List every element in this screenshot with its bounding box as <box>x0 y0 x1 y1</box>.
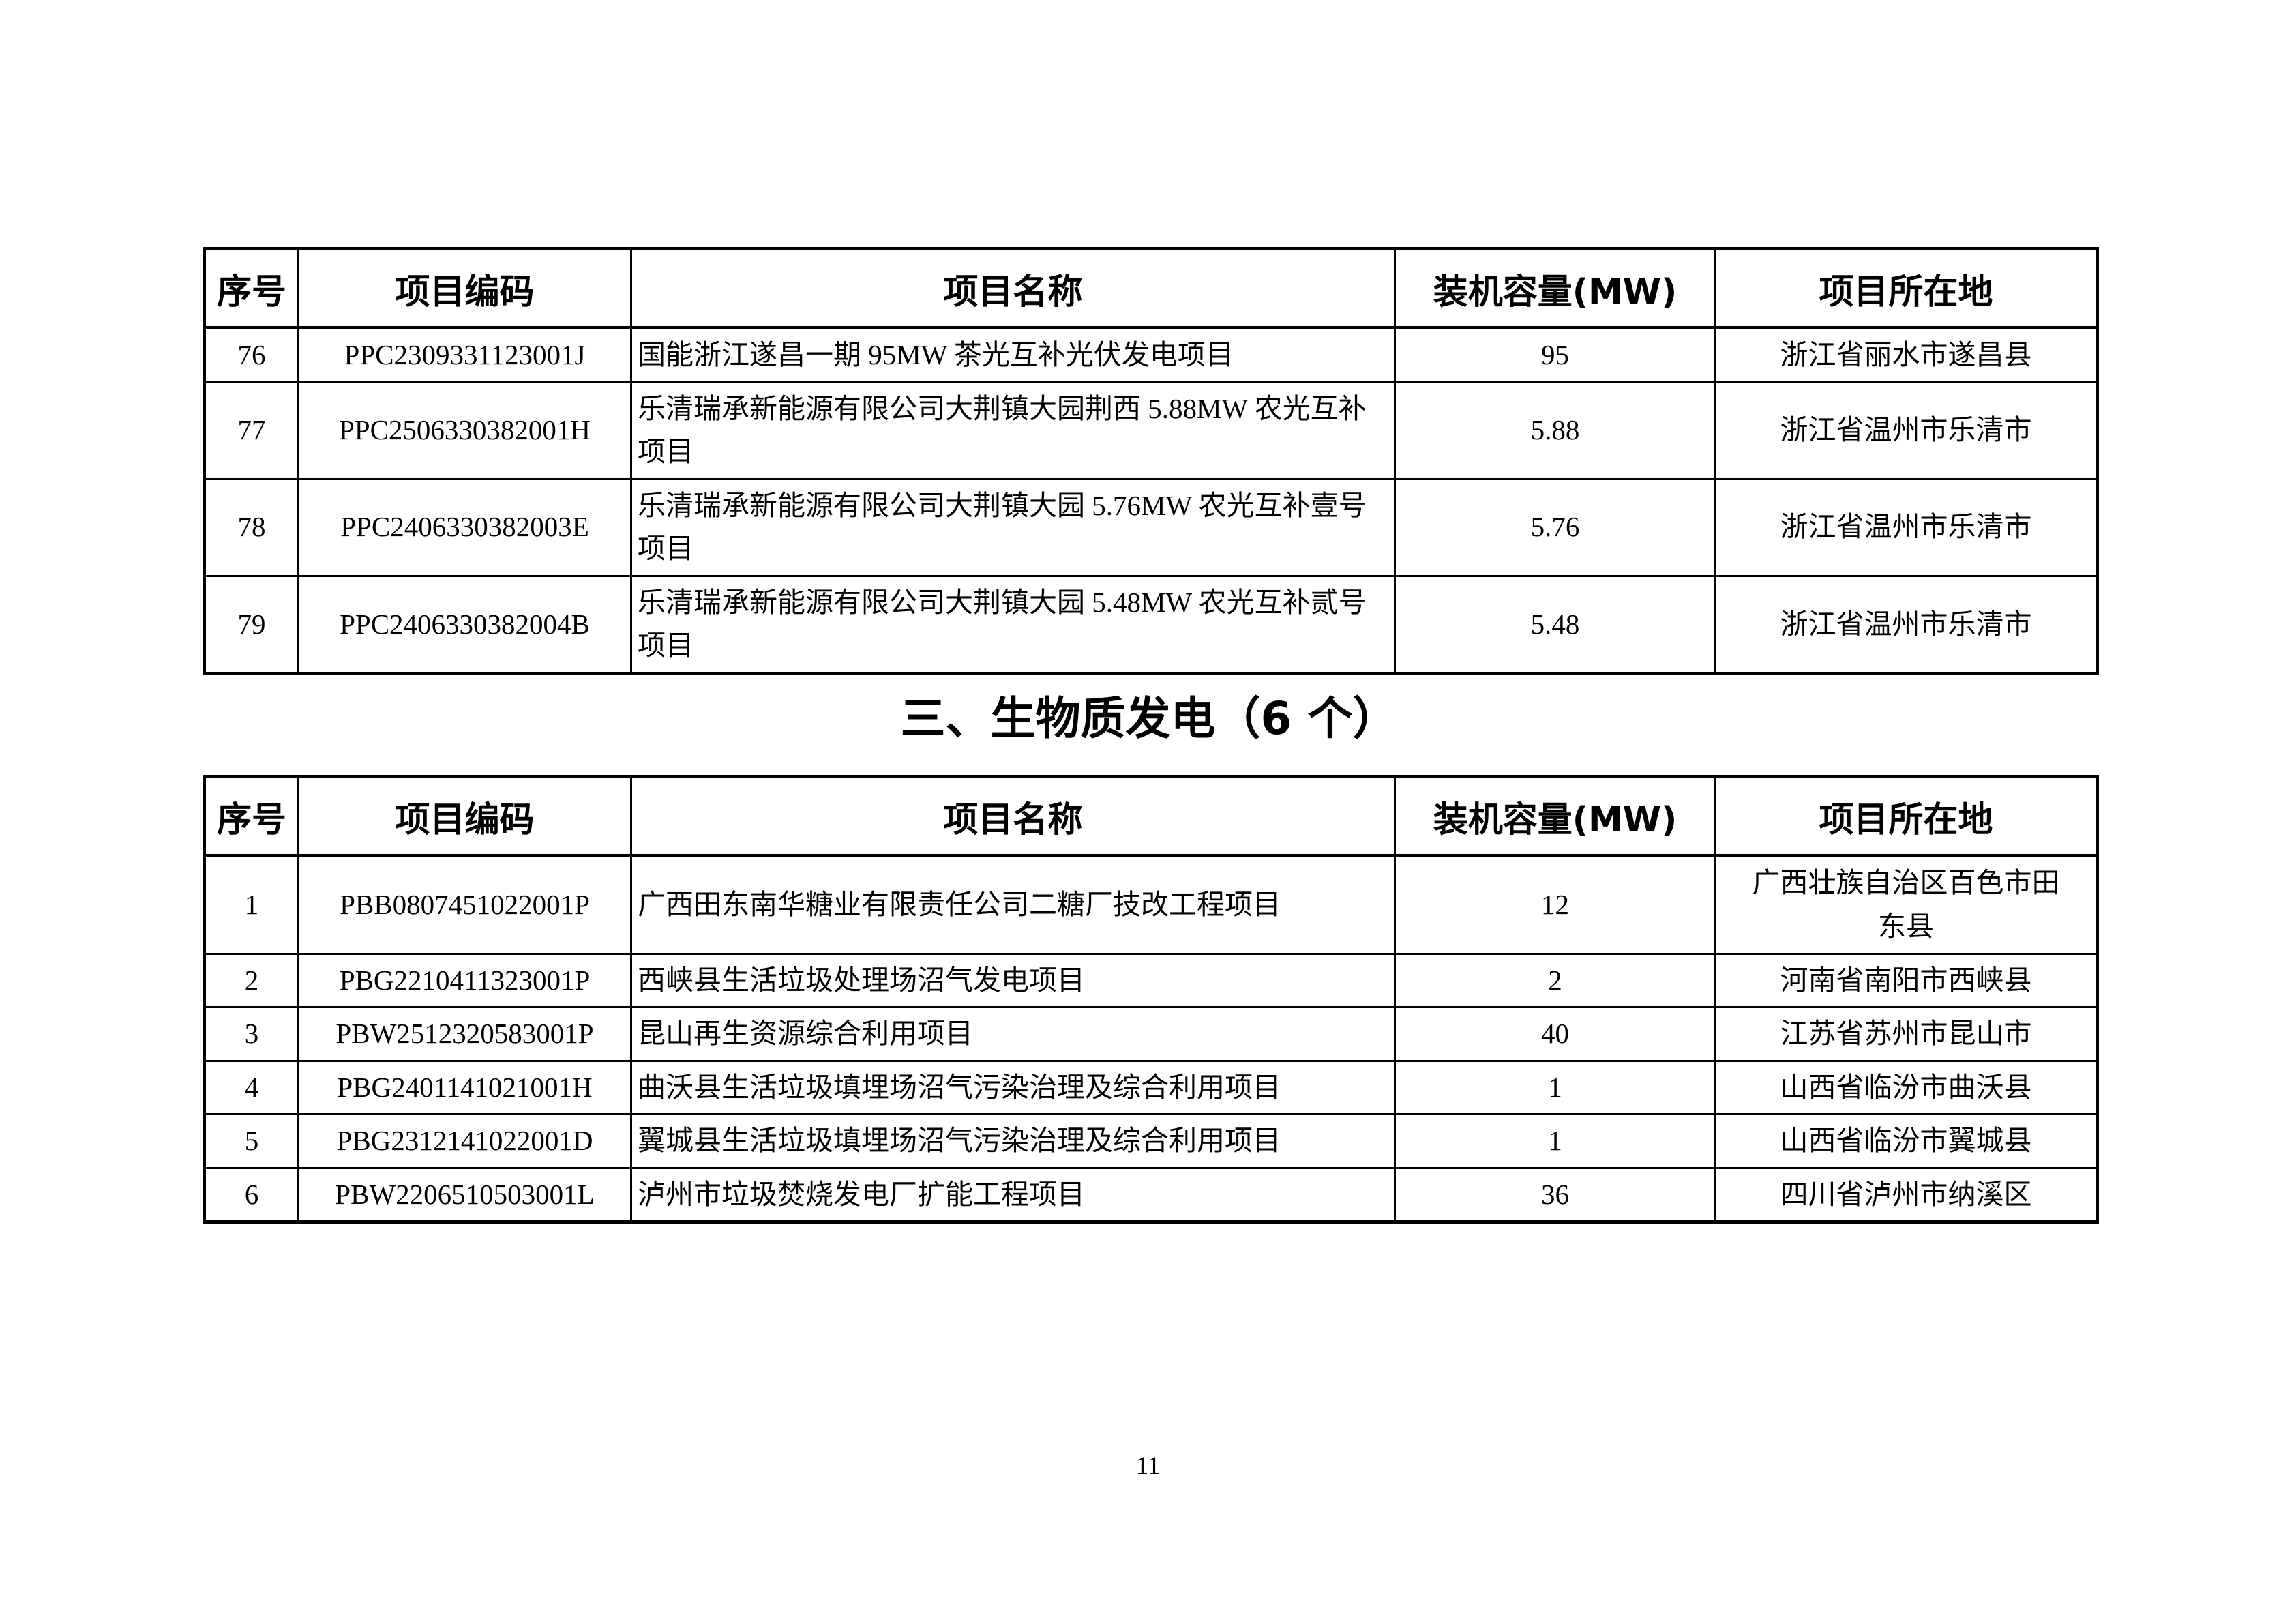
cell-capacity: 5.76 <box>1394 477 1716 577</box>
col-header-name: 项目名称 <box>630 776 1396 858</box>
cell-location: 河南省南阳市西峡县 <box>1714 952 2098 1009</box>
cell-name: 西峡县生活垃圾处理场沼气发电项目 <box>630 952 1396 1009</box>
cell-capacity: 95 <box>1394 327 1716 383</box>
cell-seq: 2 <box>203 952 299 1009</box>
cell-location: 浙江省温州市乐清市 <box>1714 574 2098 675</box>
cell-location: 浙江省温州市乐清市 <box>1714 381 2098 480</box>
cell-location: 山西省临汾市翼城县 <box>1714 1113 2098 1169</box>
cell-location: 四川省泸州市纳溪区 <box>1714 1166 2098 1224</box>
col-header-name: 项目名称 <box>630 248 1396 329</box>
table-row: 76 PPC2309331123001J 国能浙江遂昌一期 95MW 茶光互补光伏发… <box>203 327 2098 383</box>
cell-code: PPC2406330382003E <box>297 477 632 577</box>
pv-table-body: 76 PPC2309331123001J 国能浙江遂昌一期 95MW 茶光互补光伏发… <box>203 327 2098 675</box>
table-row: 79 PPC2406330382004B 乐清瑞承新能源有限公司大荆镇大园 5.48… <box>203 574 2098 675</box>
col-header-capacity: 装机容量(MW) <box>1394 248 1716 329</box>
col-header-capacity: 装机容量(MW) <box>1394 776 1716 858</box>
cell-capacity: 5.88 <box>1394 381 1716 480</box>
cell-name: 乐清瑞承新能源有限公司大荆镇大园荆西 5.88MW 农光互补项目 <box>630 381 1396 480</box>
cell-capacity: 5.48 <box>1394 574 1716 675</box>
cell-name: 昆山再生资源综合利用项目 <box>630 1006 1396 1062</box>
page-number: 11 <box>1135 1452 1161 1480</box>
cell-seq: 3 <box>203 1006 299 1062</box>
cell-code: PBB0807451022001P <box>297 855 632 955</box>
table-row: 5 PBG2312141022001D 翼城县生活垃圾填埋场沼气污染治理及综合利用项… <box>203 1113 2098 1169</box>
pv-table-header: 序号 项目编码 项目名称 装机容量(MW) 项目所在地 <box>203 248 2098 329</box>
cell-capacity: 40 <box>1394 1006 1716 1062</box>
col-header-code: 项目编码 <box>297 248 632 329</box>
cell-code: PBG2312141022001D <box>297 1113 632 1169</box>
cell-capacity: 36 <box>1394 1166 1716 1224</box>
col-header-location: 项目所在地 <box>1714 248 2098 329</box>
col-header-seq: 序号 <box>203 248 299 329</box>
cell-name: 翼城县生活垃圾填埋场沼气污染治理及综合利用项目 <box>630 1113 1396 1169</box>
table-row: 6 PBW2206510503001L 泸州市垃圾焚烧发电厂扩能工程项目 36 四川省泸… <box>203 1166 2098 1224</box>
biomass-projects-table: 序号 项目编码 项目名称 装机容量(MW) 项目所在地 1 PBB08074510… <box>203 775 2099 1224</box>
cell-name: 乐清瑞承新能源有限公司大荆镇大园 5.48MW 农光互补贰号项目 <box>630 574 1396 675</box>
cell-code: PBG2210411323001P <box>297 952 632 1009</box>
cell-code: PBW2206510503001L <box>297 1166 632 1224</box>
col-header-seq: 序号 <box>203 776 299 858</box>
table-row: 78 PPC2406330382003E 乐清瑞承新能源有限公司大荆镇大园 5.76… <box>203 477 2098 577</box>
biomass-table-body: 1 PBB0807451022001P 广西田东南华糖业有限责任公司二糖厂技改工程项… <box>203 855 2098 1224</box>
cell-code: PBW2512320583001P <box>297 1006 632 1062</box>
cell-location: 浙江省丽水市遂昌县 <box>1714 327 2098 383</box>
table-row: 3 PBW2512320583001P 昆山再生资源综合利用项目 40 江苏省苏州市昆山… <box>203 1006 2098 1062</box>
col-header-code: 项目编码 <box>297 776 632 858</box>
pv-projects-table: 序号 项目编码 项目名称 装机容量(MW) 项目所在地 76 PPC2309331… <box>203 247 2099 675</box>
cell-name: 国能浙江遂昌一期 95MW 茶光互补光伏发电项目 <box>630 327 1396 383</box>
section-heading: 三、生物质发电（6 个） <box>900 692 1398 745</box>
cell-capacity: 2 <box>1394 952 1716 1009</box>
cell-seq: 79 <box>203 574 299 675</box>
biomass-table-header: 序号 项目编码 项目名称 装机容量(MW) 项目所在地 <box>203 776 2098 858</box>
cell-code: PBG2401141021001H <box>297 1059 632 1116</box>
col-header-location: 项目所在地 <box>1714 776 2098 858</box>
cell-seq: 1 <box>203 855 299 955</box>
cell-code: PPC2309331123001J <box>297 327 632 383</box>
cell-code: PPC2406330382004B <box>297 574 632 675</box>
cell-name: 曲沃县生活垃圾填埋场沼气污染治理及综合利用项目 <box>630 1059 1396 1116</box>
cell-seq: 6 <box>203 1166 299 1224</box>
cell-capacity: 12 <box>1394 855 1716 955</box>
cell-seq: 76 <box>203 327 299 383</box>
page-content: 序号 项目编码 项目名称 装机容量(MW) 项目所在地 76 PPC2309331… <box>203 247 2099 1224</box>
cell-capacity: 1 <box>1394 1113 1716 1169</box>
table-row: 4 PBG2401141021001H 曲沃县生活垃圾填埋场沼气污染治理及综合利用项… <box>203 1059 2098 1116</box>
cell-capacity: 1 <box>1394 1059 1716 1116</box>
table-row: 77 PPC2506330382001H 乐清瑞承新能源有限公司大荆镇大园荆西 5.… <box>203 381 2098 480</box>
cell-seq: 78 <box>203 477 299 577</box>
cell-name: 泸州市垃圾焚烧发电厂扩能工程项目 <box>630 1166 1396 1224</box>
cell-code: PPC2506330382001H <box>297 381 632 480</box>
table-row: 2 PBG2210411323001P 西峡县生活垃圾处理场沼气发电项目 2 河南省南阳… <box>203 952 2098 1009</box>
cell-seq: 77 <box>203 381 299 480</box>
cell-location: 广西壮族自治区百色市田东县 <box>1714 855 2098 955</box>
table-header-row: 序号 项目编码 项目名称 装机容量(MW) 项目所在地 <box>203 248 2098 329</box>
cell-seq: 5 <box>203 1113 299 1169</box>
cell-name: 广西田东南华糖业有限责任公司二糖厂技改工程项目 <box>630 855 1396 955</box>
cell-location: 江苏省苏州市昆山市 <box>1714 1006 2098 1062</box>
cell-location: 山西省临汾市曲沃县 <box>1714 1059 2098 1116</box>
cell-seq: 4 <box>203 1059 299 1116</box>
cell-name: 乐清瑞承新能源有限公司大荆镇大园 5.76MW 农光互补壹号项目 <box>630 477 1396 577</box>
cell-location: 浙江省温州市乐清市 <box>1714 477 2098 577</box>
table-header-row: 序号 项目编码 项目名称 装机容量(MW) 项目所在地 <box>203 776 2098 858</box>
table-row: 1 PBB0807451022001P 广西田东南华糖业有限责任公司二糖厂技改工程项… <box>203 855 2098 955</box>
